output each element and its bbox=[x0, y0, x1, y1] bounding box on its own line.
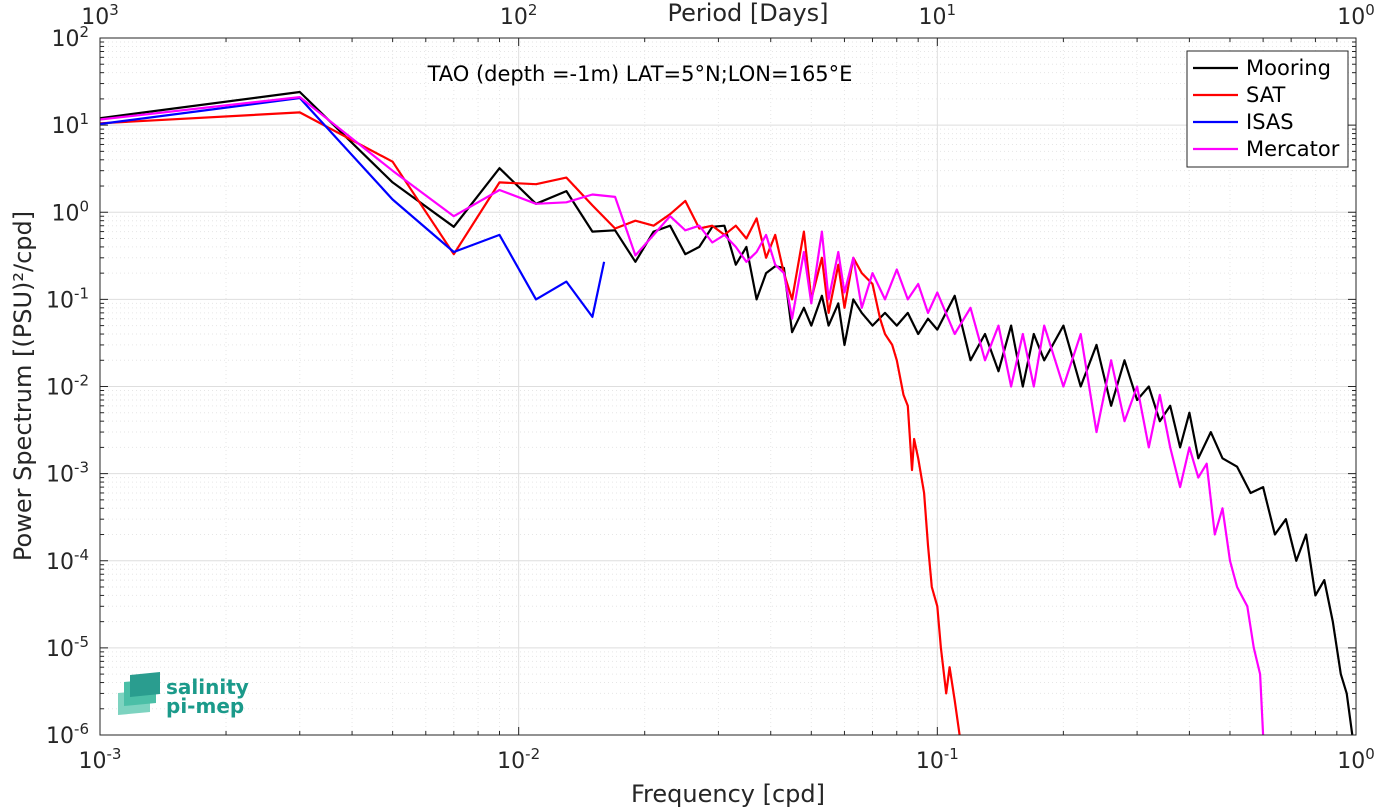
top-tick-label: 100 bbox=[1337, 1, 1375, 30]
y-tick-label: 10-1 bbox=[46, 284, 89, 313]
top-tick-label: 103 bbox=[81, 1, 119, 30]
legend: Mooring SAT ISAS Mercator bbox=[1186, 50, 1349, 168]
plot-frame bbox=[99, 37, 1357, 736]
legend-box bbox=[1186, 50, 1349, 168]
salinity-pimep-logo: salinity pi-mep bbox=[118, 672, 249, 718]
series-line-isas bbox=[99, 96, 606, 318]
top-tick-label: 101 bbox=[919, 1, 957, 30]
y-tick-label: 10-3 bbox=[46, 459, 89, 488]
logo-text-salinity: salinity bbox=[166, 675, 249, 699]
top-tick-label: 102 bbox=[500, 1, 538, 30]
y-tick-label: 10-5 bbox=[46, 633, 89, 662]
y-axis-label: Power Spectrum [(PSU)²/cpd] bbox=[9, 211, 37, 561]
top-axis-label: Period [Days] bbox=[667, 0, 828, 27]
chart-title: TAO (depth =-1m) LAT=5°N;LON=165°E bbox=[427, 62, 853, 86]
series-line-mercator bbox=[99, 96, 1265, 736]
x-tick-label: 10-2 bbox=[497, 745, 540, 774]
series-lines bbox=[99, 90, 1354, 736]
series-line-sat bbox=[99, 111, 961, 736]
x-tick-label: 10-1 bbox=[916, 745, 959, 774]
legend-label-isas: ISAS bbox=[1246, 110, 1294, 134]
y-tick-label: 100 bbox=[51, 197, 89, 226]
grid bbox=[100, 38, 1356, 735]
y-tick-label: 10-2 bbox=[46, 372, 89, 401]
y-tick-label: 101 bbox=[51, 110, 89, 139]
x-tick-label: 10-3 bbox=[79, 745, 122, 774]
logo-text-pimep: pi-mep bbox=[166, 694, 244, 718]
y-tick-label: 10-6 bbox=[46, 720, 89, 749]
legend-label-sat: SAT bbox=[1246, 83, 1285, 107]
legend-label-mooring: Mooring bbox=[1246, 56, 1331, 80]
y-tick-label: 102 bbox=[51, 23, 89, 52]
x-axis-label: Frequency [cpd] bbox=[631, 780, 825, 808]
legend-label-mercator: Mercator bbox=[1246, 137, 1340, 161]
series-line-mooring bbox=[99, 90, 1354, 736]
x-tick-label: 100 bbox=[1337, 745, 1375, 774]
y-tick-label: 10-4 bbox=[46, 546, 89, 575]
